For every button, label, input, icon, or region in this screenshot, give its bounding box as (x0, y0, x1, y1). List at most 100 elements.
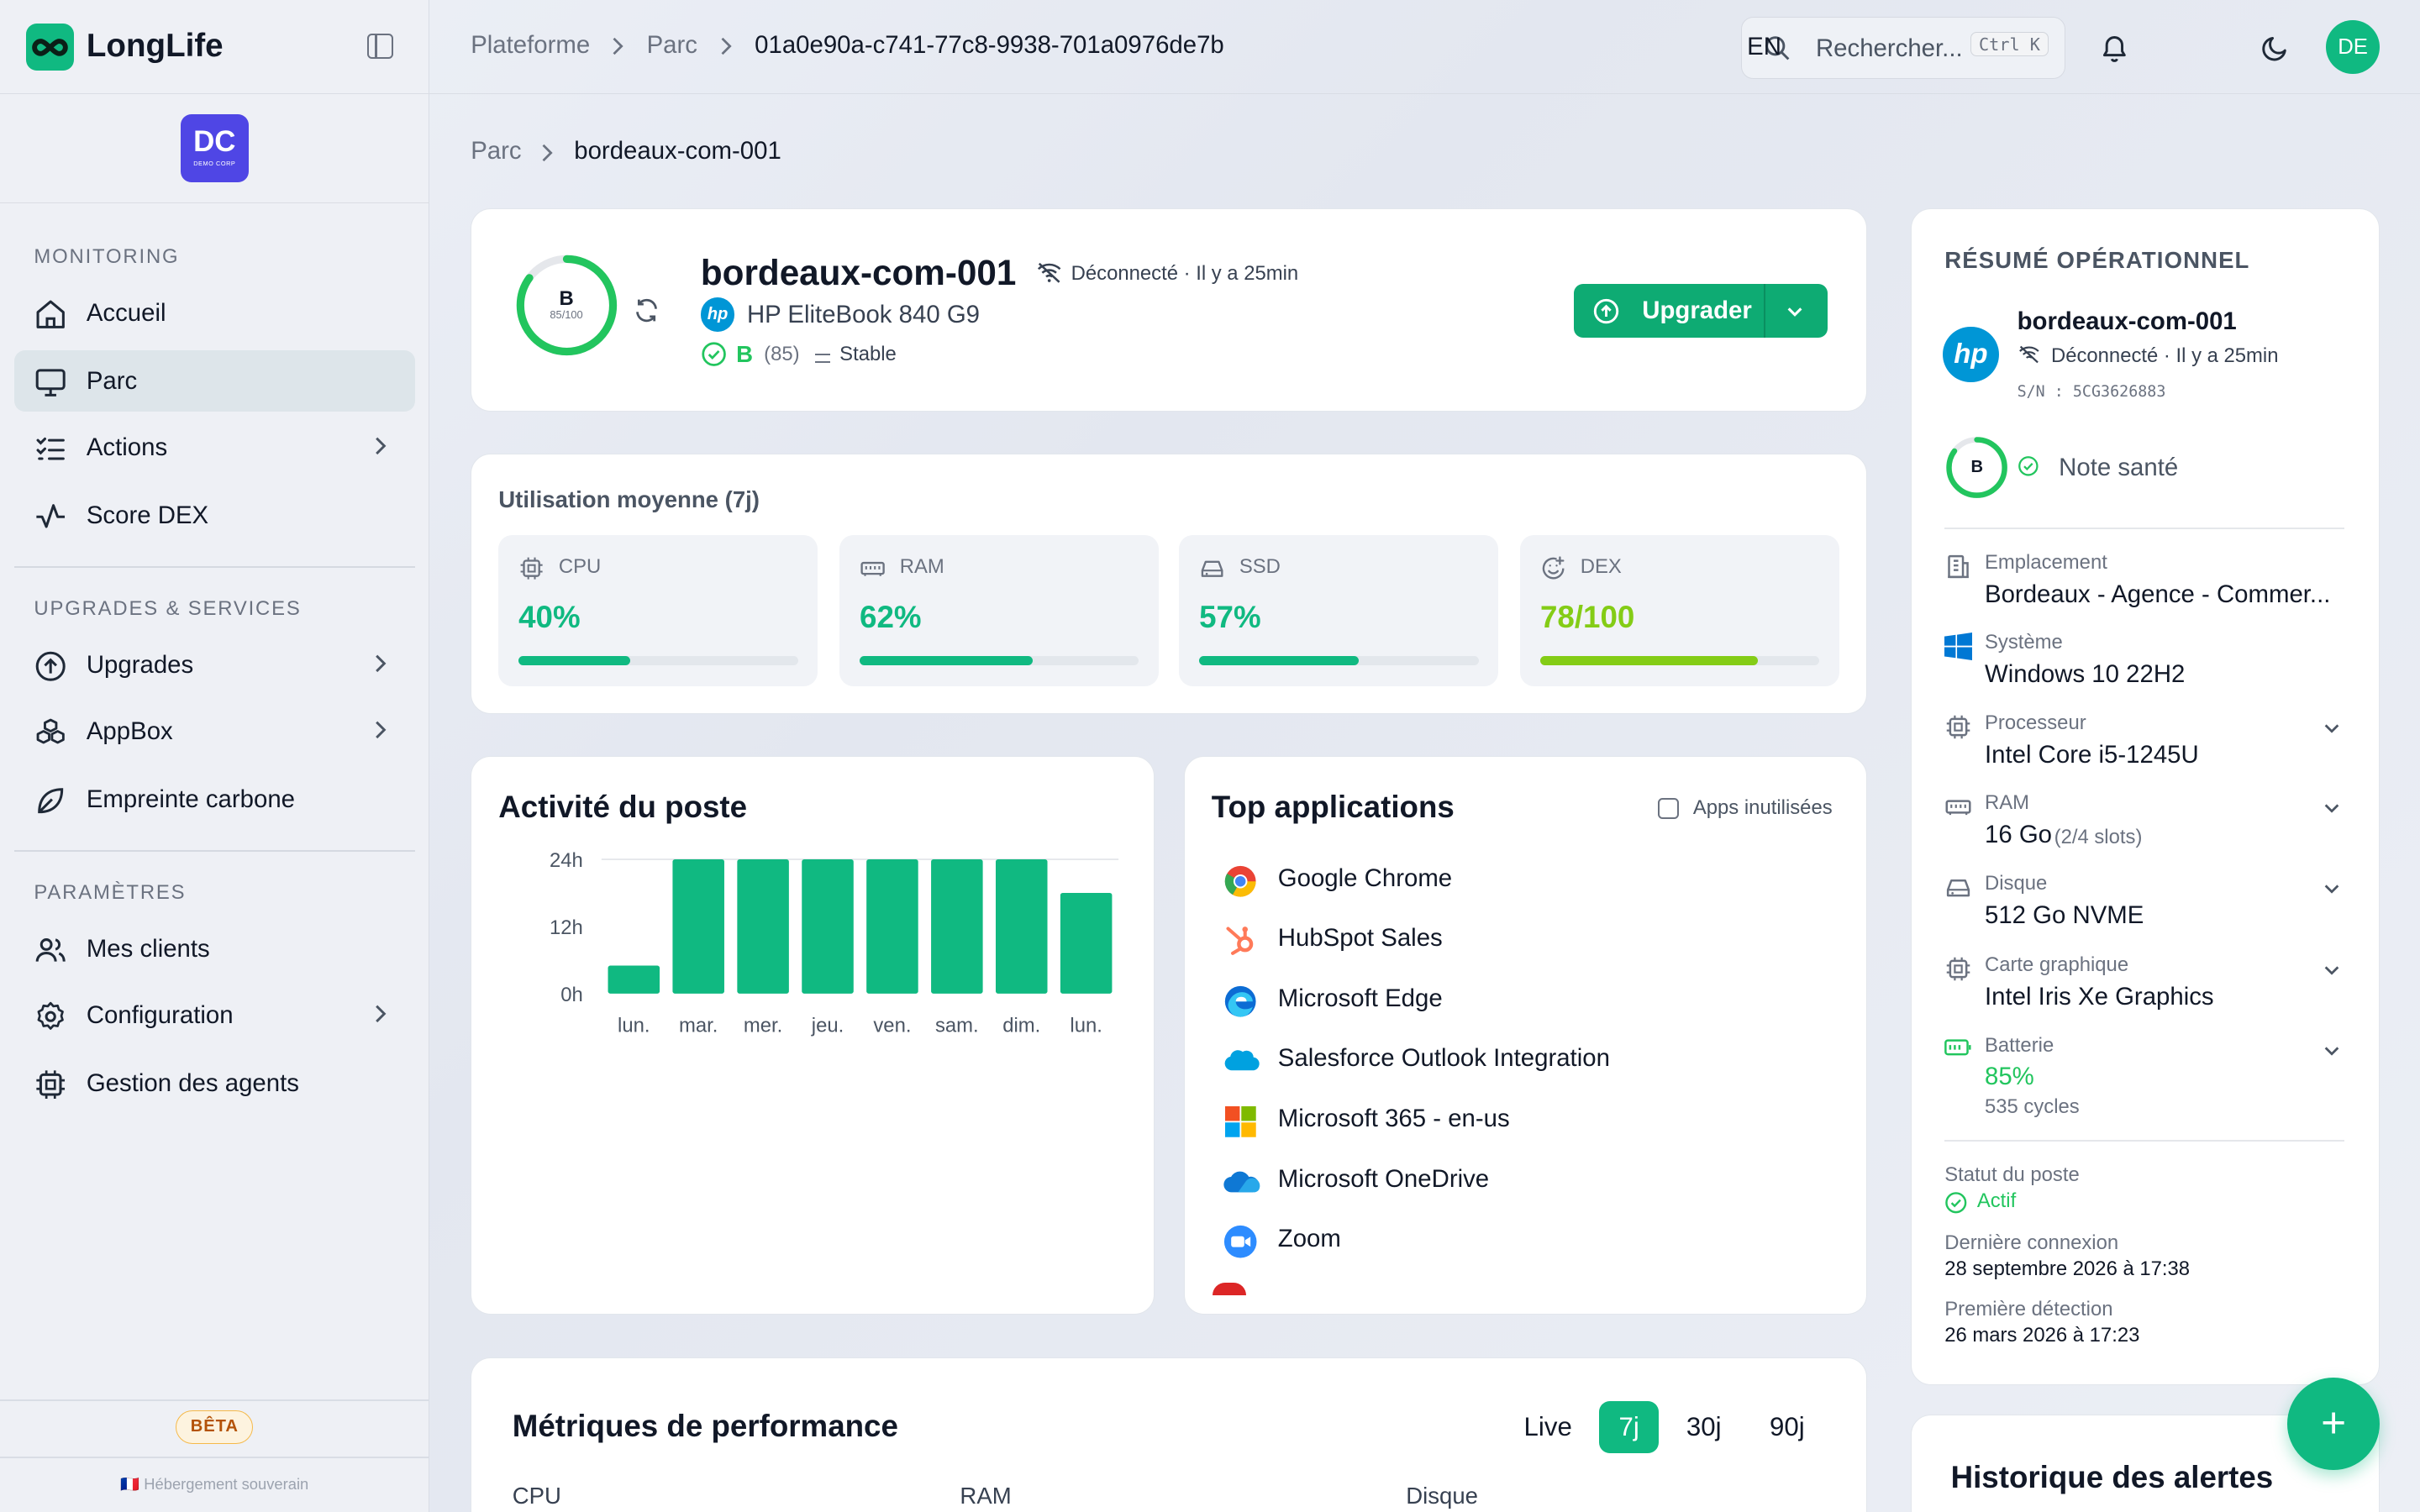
unused-apps-label[interactable]: Apps inutilisées (1692, 795, 1833, 819)
breadcrumb-plateforme[interactable]: Plateforme (471, 30, 591, 59)
app-row-zoom[interactable]: Zoom (1212, 1225, 1829, 1258)
metric-name: RAM (899, 555, 944, 579)
bell-icon[interactable] (2099, 33, 2130, 64)
section-title-upgrades: UPGRADES & SERVICES (34, 596, 302, 620)
metric-value: 40% (518, 600, 581, 635)
app-row-microsoft-365[interactable]: Microsoft 365 - en-us (1212, 1105, 1829, 1138)
sidebar-footer-divider (0, 1399, 429, 1401)
check-circle-icon (702, 342, 726, 366)
language-switch[interactable]: EN (1747, 32, 1781, 60)
row-value: Intel Core i5-1245U (1984, 740, 2199, 769)
building-icon (1948, 554, 1970, 578)
chevron-right-icon (613, 37, 624, 55)
sidebar-item-actions[interactable]: Actions (14, 417, 416, 478)
org-badge-initials: DC (193, 124, 236, 158)
sidebar-item-label: Accueil (86, 299, 166, 328)
chevron-down-icon[interactable] (2323, 879, 2341, 898)
logo-icon[interactable] (26, 23, 75, 71)
alerts-title: Historique des alertes (1950, 1459, 2274, 1494)
onedrive-icon (1223, 1172, 1260, 1193)
app-row-edge[interactable]: Microsoft Edge (1212, 984, 1829, 1018)
y-tick-label: 12h (550, 916, 583, 939)
section-title-parametres: PARAMÈTRES (34, 880, 187, 904)
chevron-down-icon[interactable] (2323, 719, 2341, 738)
score-grade: B (559, 286, 574, 310)
sidebar-item-score-dex[interactable]: Score DEX (14, 485, 416, 546)
upgrade-button[interactable]: Upgrader (1574, 283, 1828, 339)
grade-score: (85) (764, 342, 800, 365)
sidebar-item-parc[interactable]: Parc (13, 349, 416, 412)
bar (672, 859, 725, 994)
cpu-icon (520, 557, 543, 580)
avatar[interactable]: DE (2325, 19, 2381, 75)
top-apps-title: Top applications (1211, 790, 1455, 825)
add-fab-button[interactable]: + (2286, 1378, 2381, 1471)
boxes-icon (37, 718, 66, 744)
chevron-right-icon (376, 654, 387, 672)
row-label: Batterie (1984, 1033, 2054, 1057)
app-row-chrome[interactable]: Google Chrome (1212, 864, 1829, 898)
chevron-down-icon[interactable] (1786, 302, 1804, 321)
app-name: Microsoft 365 - en-us (1277, 1105, 1510, 1133)
sidebar-item-configuration[interactable]: Configuration (14, 984, 416, 1046)
metric-ssd: SSD 57% (1179, 535, 1499, 687)
status-label: Statut du poste (1944, 1163, 2080, 1186)
usage-title: Utilisation moyenne (7j) (498, 486, 760, 512)
bar (866, 859, 919, 994)
breadcrumb-parc[interactable]: Parc (646, 30, 697, 59)
row-extra: (2/4 slots) (2054, 825, 2143, 848)
sidebar-item-empreinte-carbone[interactable]: Empreinte carbone (14, 769, 416, 830)
tab-7j[interactable]: 7j (1598, 1400, 1660, 1454)
row-label: RAM (1984, 791, 2030, 815)
sidebar-item-appbox[interactable]: AppBox (14, 701, 416, 762)
tab-live[interactable]: Live (1523, 1411, 1572, 1441)
hard-drive-icon (1947, 879, 1970, 896)
sidebar-item-label: Configuration (86, 1001, 234, 1030)
app-name: Salesforce Outlook Integration (1277, 1044, 1610, 1073)
chevron-down-icon[interactable] (2323, 1042, 2341, 1060)
perf-column-disk: Disque (1406, 1483, 1478, 1509)
metric-name: CPU (558, 555, 602, 579)
wifi-off-icon (1038, 263, 1061, 284)
button-split (1764, 283, 1766, 339)
summary-divider (1944, 1140, 2344, 1142)
refresh-icon[interactable] (633, 297, 660, 324)
x-tick-label: mar. (679, 1015, 718, 1037)
sidebar-collapse-icon[interactable] (367, 34, 394, 59)
chevron-down-icon[interactable] (2323, 961, 2341, 979)
sidebar-item-upgrades[interactable]: Upgrades (14, 634, 416, 696)
sidebar-item-accueil[interactable]: Accueil (14, 282, 416, 344)
arrow-up-circle-icon (36, 651, 66, 681)
org-badge[interactable]: DC DEMO CORP (180, 113, 249, 182)
summary-device-name: bordeaux-com-001 (2017, 307, 2237, 335)
connection-status: Déconnecté · Il y a 25min (1071, 262, 1299, 286)
app-row-onedrive[interactable]: Microsoft OneDrive (1212, 1165, 1829, 1199)
x-tick-label: lun. (618, 1015, 650, 1037)
app-row-salesforce[interactable]: Salesforce Outlook Integration (1212, 1044, 1829, 1078)
app-row-hubspot[interactable]: HubSpot Sales (1212, 924, 1829, 958)
tab-30j[interactable]: 30j (1686, 1411, 1722, 1441)
health-grade: B (1970, 458, 1984, 477)
sidebar-item-label: Score DEX (86, 501, 209, 529)
unused-apps-checkbox[interactable] (1657, 797, 1680, 820)
search-shortcut: Ctrl K (1970, 31, 2049, 57)
page-breadcrumb-current: bordeaux-com-001 (574, 137, 781, 165)
x-tick-label: mer. (744, 1015, 782, 1037)
org-row (0, 94, 429, 204)
health-label: Note santé (2059, 453, 2179, 481)
sidebar-item-mes-clients[interactable]: Mes clients (14, 918, 416, 979)
tab-90j[interactable]: 90j (1770, 1411, 1805, 1441)
moon-icon[interactable] (2260, 33, 2291, 64)
chrome-icon (1225, 865, 1257, 897)
chevron-down-icon[interactable] (2323, 799, 2341, 817)
edge-icon (1225, 985, 1257, 1017)
chevron-right-icon (376, 1005, 387, 1022)
bar (996, 859, 1048, 994)
search-input[interactable]: Rechercher... Ctrl K (1740, 17, 2065, 79)
x-tick-label: dim. (1003, 1015, 1041, 1037)
page-breadcrumb-parc[interactable]: Parc (471, 137, 522, 165)
metric-track (518, 655, 798, 665)
performance-title: Métriques de performance (512, 1408, 898, 1443)
sidebar-item-gestion-agents[interactable]: Gestion des agents (14, 1053, 416, 1114)
breadcrumb-device-id: 01a0e90a-c741-77c8-9938-701a0976de7b (755, 30, 1224, 59)
